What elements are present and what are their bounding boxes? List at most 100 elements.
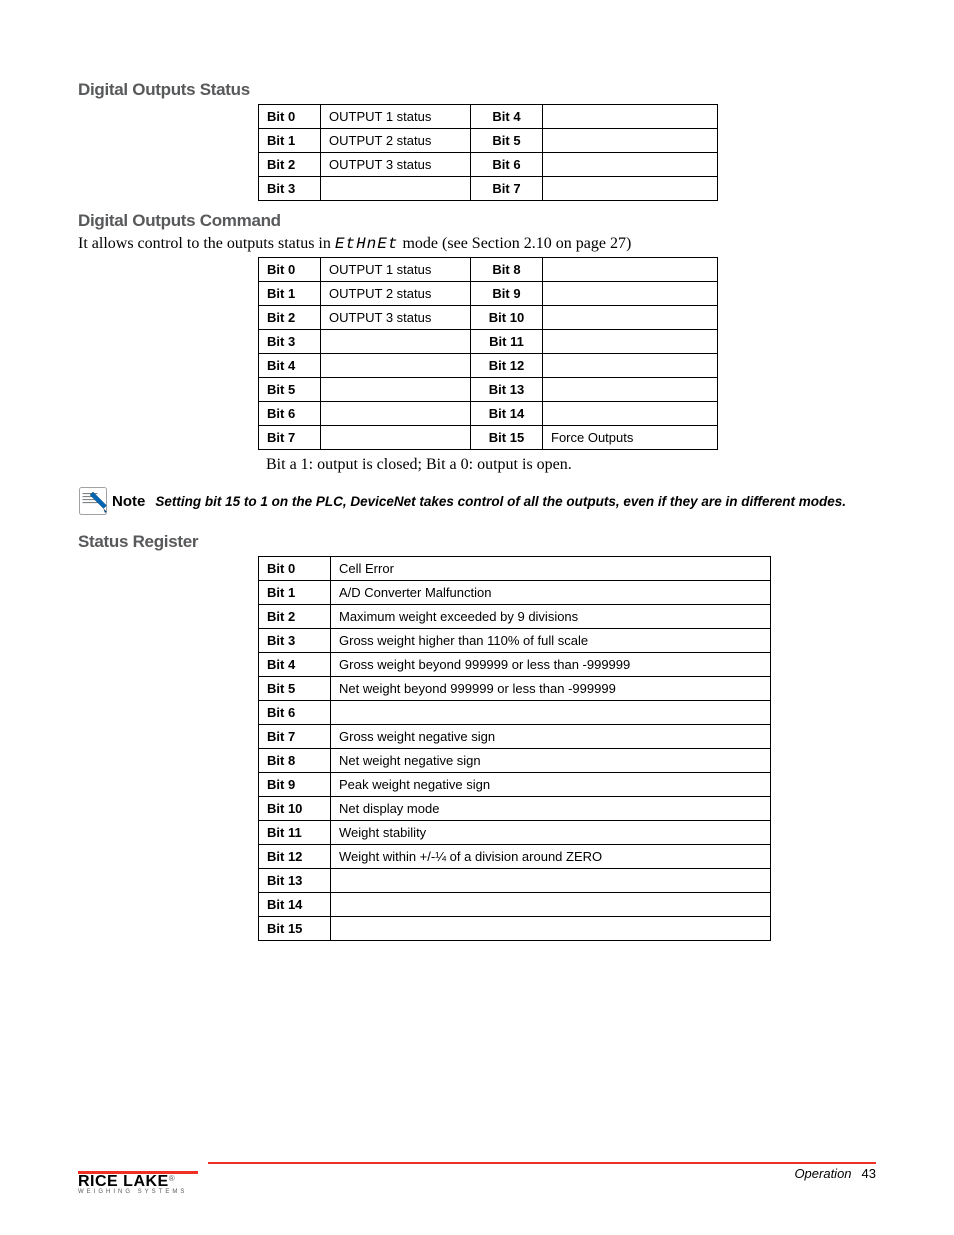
table-row: Bit 8Net weight negative sign (259, 749, 771, 773)
section-digital-outputs-status: Digital Outputs Status Bit 0OUTPUT 1 sta… (78, 80, 876, 201)
bit-cell: Bit 4 (259, 354, 321, 378)
bit-cell: Bit 8 (259, 749, 331, 773)
table-digital-outputs-command: Bit 0OUTPUT 1 statusBit 8Bit 1OUTPUT 2 s… (258, 257, 718, 450)
logo-main: RICE LAKE (78, 1173, 169, 1190)
note-row: Note Setting bit 15 to 1 on the PLC, Dev… (78, 486, 876, 516)
footer-rule (208, 1162, 876, 1164)
table-status-register: Bit 0Cell ErrorBit 1A/D Converter Malfun… (258, 556, 771, 941)
caption-doc: Bit a 1: output is closed; Bit a 0: outp… (258, 456, 876, 474)
desc-cell: Net display mode (331, 797, 771, 821)
table-row: Bit 14 (259, 893, 771, 917)
bit-cell: Bit 15 (259, 917, 331, 941)
footer-page: 43 (862, 1166, 876, 1181)
bit-cell: Bit 6 (259, 701, 331, 725)
eth-mode-text: EtHnEt (335, 235, 399, 253)
logo-sub: WEIGHING SYSTEMS (78, 1190, 198, 1195)
table-row: Bit 1A/D Converter Malfunction (259, 581, 771, 605)
table-row: Bit 2OUTPUT 3 statusBit 6 (259, 153, 718, 177)
desc-cell: Maximum weight exceeded by 9 divisions (331, 605, 771, 629)
table-row: Bit 10Net display mode (259, 797, 771, 821)
note-label: Note (112, 493, 145, 510)
value-cell (543, 402, 718, 426)
value-cell (543, 282, 718, 306)
desc-cell: Net weight negative sign (331, 749, 771, 773)
bit-cell: Bit 14 (259, 893, 331, 917)
note-text: Setting bit 15 to 1 on the PLC, DeviceNe… (155, 494, 846, 509)
bit-cell: Bit 0 (259, 557, 331, 581)
bit-cell: Bit 5 (471, 129, 543, 153)
bit-cell: Bit 10 (259, 797, 331, 821)
value-cell (321, 177, 471, 201)
table-row: Bit 0OUTPUT 1 statusBit 4 (259, 105, 718, 129)
bit-cell: Bit 14 (471, 402, 543, 426)
value-cell (543, 306, 718, 330)
desc-cell: Weight stability (331, 821, 771, 845)
value-cell (543, 105, 718, 129)
value-cell: OUTPUT 3 status (321, 153, 471, 177)
table-row: Bit 3Bit 11 (259, 330, 718, 354)
desc-cell: A/D Converter Malfunction (331, 581, 771, 605)
bit-cell: Bit 6 (471, 153, 543, 177)
body-digital-outputs-command: It allows control to the outputs status … (78, 235, 876, 253)
value-cell: OUTPUT 1 status (321, 258, 471, 282)
value-cell (321, 402, 471, 426)
table-row: Bit 9Peak weight negative sign (259, 773, 771, 797)
bit-cell: Bit 2 (259, 306, 321, 330)
footer-section: Operation (794, 1166, 851, 1181)
heading-digital-outputs-command: Digital Outputs Command (78, 211, 876, 231)
bit-cell: Bit 5 (259, 378, 321, 402)
bit-cell: Bit 7 (259, 426, 321, 450)
value-cell (543, 354, 718, 378)
page-footer: RICE LAKE® WEIGHING SYSTEMS Operation43 (78, 1162, 876, 1195)
bit-cell: Bit 13 (259, 869, 331, 893)
bit-cell: Bit 0 (259, 258, 321, 282)
bit-cell: Bit 4 (471, 105, 543, 129)
table-row: Bit 6 (259, 701, 771, 725)
table-row: Bit 4Bit 12 (259, 354, 718, 378)
bit-cell: Bit 1 (259, 129, 321, 153)
bit-cell: Bit 1 (259, 581, 331, 605)
table-digital-outputs-status: Bit 0OUTPUT 1 statusBit 4Bit 1OUTPUT 2 s… (258, 104, 718, 201)
bit-cell: Bit 9 (471, 282, 543, 306)
bit-cell: Bit 10 (471, 306, 543, 330)
heading-status-register: Status Register (78, 532, 876, 552)
value-cell (543, 129, 718, 153)
table-row: Bit 1OUTPUT 2 statusBit 9 (259, 282, 718, 306)
table-row: Bit 15 (259, 917, 771, 941)
desc-cell: Net weight beyond 999999 or less than -9… (331, 677, 771, 701)
bit-cell: Bit 11 (259, 821, 331, 845)
value-cell: OUTPUT 3 status (321, 306, 471, 330)
table-row: Bit 11Weight stability (259, 821, 771, 845)
body-pre: It allows control to the outputs status … (78, 235, 335, 252)
desc-cell (331, 869, 771, 893)
page-foot: Operation 43 (208, 1166, 876, 1181)
table-row: Bit 1OUTPUT 2 statusBit 5 (259, 129, 718, 153)
value-cell (543, 177, 718, 201)
bit-cell: Bit 2 (259, 153, 321, 177)
section-status-register: Status Register Bit 0Cell ErrorBit 1A/D … (78, 532, 876, 941)
bit-cell: Bit 12 (259, 845, 331, 869)
table-row: Bit 5Net weight beyond 999999 or less th… (259, 677, 771, 701)
desc-cell (331, 701, 771, 725)
value-cell: OUTPUT 2 status (321, 282, 471, 306)
bit-cell: Bit 3 (259, 629, 331, 653)
heading-digital-outputs-status: Digital Outputs Status (78, 80, 876, 100)
table-row: Bit 13 (259, 869, 771, 893)
bit-cell: Bit 15 (471, 426, 543, 450)
bit-cell: Bit 5 (259, 677, 331, 701)
table-row: Bit 7Bit 15Force Outputs (259, 426, 718, 450)
bit-cell: Bit 9 (259, 773, 331, 797)
table-row: Bit 12Weight within +/-¼ of a division a… (259, 845, 771, 869)
value-cell (543, 153, 718, 177)
desc-cell (331, 893, 771, 917)
desc-cell: Peak weight negative sign (331, 773, 771, 797)
value-cell (543, 258, 718, 282)
table-wrap-doc: Bit 0OUTPUT 1 statusBit 8Bit 1OUTPUT 2 s… (258, 257, 876, 450)
table-row: Bit 2Maximum weight exceeded by 9 divisi… (259, 605, 771, 629)
table-wrap-status: Bit 0Cell ErrorBit 1A/D Converter Malfun… (258, 556, 876, 941)
table-row: Bit 2OUTPUT 3 statusBit 10 (259, 306, 718, 330)
desc-cell: Gross weight negative sign (331, 725, 771, 749)
section-digital-outputs-command: Digital Outputs Command It allows contro… (78, 211, 876, 474)
value-cell (321, 330, 471, 354)
value-cell (321, 354, 471, 378)
